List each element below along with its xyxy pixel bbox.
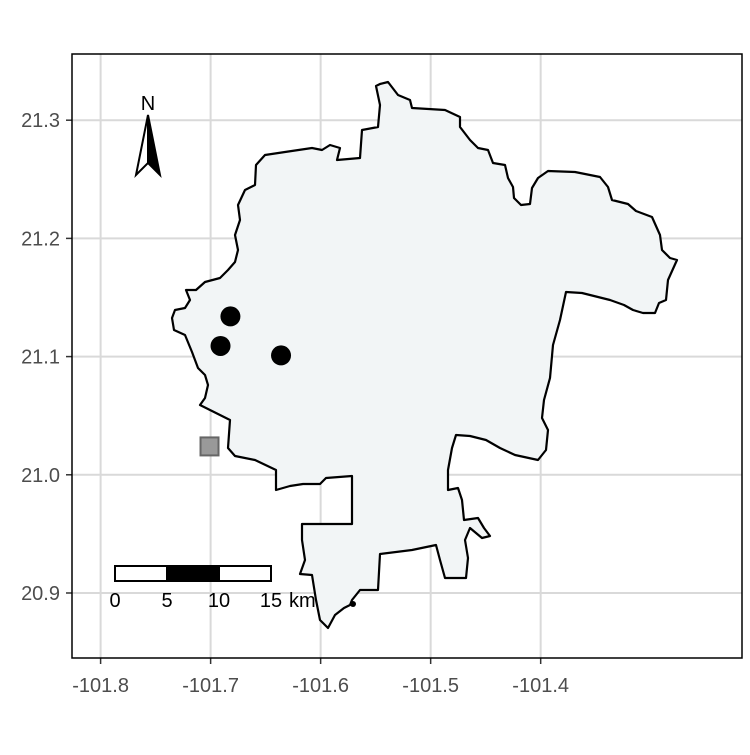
y-tick-label: 21.2 — [21, 228, 60, 250]
site-point-circle — [220, 306, 241, 327]
scale-segment-2 — [166, 565, 220, 582]
x-tick-label: -101.5 — [402, 675, 459, 697]
north-label: N — [141, 93, 155, 115]
scale-unit: km — [289, 590, 316, 612]
north-arrow-right-half — [147, 114, 162, 179]
scale-bar: 0 5 10 15 km — [109, 565, 316, 612]
site-point-circle — [271, 345, 292, 366]
x-tick-label: -101.8 — [72, 675, 129, 697]
scale-segment-3 — [218, 565, 272, 582]
scale-label-0: 0 — [109, 590, 120, 612]
y-tick-label: 21.1 — [21, 347, 60, 369]
y-tick-label: 20.9 — [21, 583, 60, 605]
scale-label-5: 5 — [161, 590, 172, 612]
scale-label-10: 10 — [208, 590, 230, 612]
panel-border — [71, 53, 743, 659]
site-points — [199, 306, 292, 457]
site-point-circle — [210, 335, 231, 356]
x-tick-label: -101.6 — [292, 675, 349, 697]
north-arrow: N — [134, 93, 162, 179]
scale-segment-1 — [114, 565, 168, 582]
y-axis-ticks: 21.3 21.2 21.1 21.0 20.9 — [21, 110, 72, 605]
x-tick-label: -101.7 — [182, 675, 239, 697]
y-tick-label: 21.3 — [21, 110, 60, 132]
boundary-enclave — [350, 601, 356, 607]
scale-label-15: 15 — [260, 590, 282, 612]
x-tick-label: -101.4 — [512, 675, 569, 697]
y-tick-label: 21.0 — [21, 465, 60, 487]
x-axis-ticks: -101.8 -101.7 -101.6 -101.5 -101.4 — [72, 658, 569, 697]
municipality-boundary — [170, 80, 679, 630]
site-point-square — [199, 436, 220, 457]
